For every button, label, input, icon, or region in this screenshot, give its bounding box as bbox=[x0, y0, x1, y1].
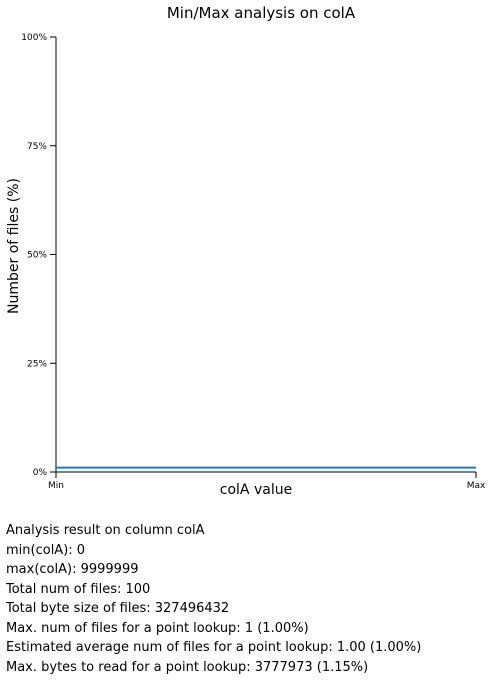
chart-area: Min/Max analysis on colA Number of files… bbox=[6, 4, 486, 498]
summary-line: Max. num of files for a point lookup: 1 … bbox=[6, 620, 309, 636]
y-tick-label: 75% bbox=[27, 142, 47, 152]
y-tick-label: 25% bbox=[27, 359, 47, 369]
y-tick-label: 50% bbox=[27, 251, 47, 261]
x-tick-label: Min bbox=[48, 481, 64, 491]
analysis-summary: Analysis result on column colA min(colA)… bbox=[6, 521, 492, 677]
x-axis-ticks: Min Max bbox=[48, 472, 486, 491]
y-axis-ticks: 0% 25% 50% 75% 100% bbox=[21, 33, 56, 478]
summary-line: Total byte size of files: 327496432 bbox=[6, 601, 230, 616]
summary-line: Max. bytes to read for a point lookup: 3… bbox=[6, 659, 369, 675]
x-tick-label: Max bbox=[467, 481, 486, 491]
summary-line: Estimated average num of files for a poi… bbox=[6, 640, 422, 655]
y-tick-label: 0% bbox=[33, 468, 48, 478]
summary-line: Total num of files: 100 bbox=[6, 581, 151, 597]
chart-title: Min/Max analysis on colA bbox=[167, 4, 356, 22]
summary-heading: Analysis result on column colA bbox=[6, 523, 205, 538]
summary-line: min(colA): 0 bbox=[6, 542, 86, 558]
summary-line: max(colA): 9999999 bbox=[6, 562, 139, 577]
y-axis-label: Number of files (%) bbox=[6, 178, 22, 314]
x-axis-label: colA value bbox=[220, 482, 292, 498]
min-max-chart: Min/Max analysis on colA Number of files… bbox=[6, 4, 486, 498]
y-tick-label: 100% bbox=[21, 33, 47, 43]
